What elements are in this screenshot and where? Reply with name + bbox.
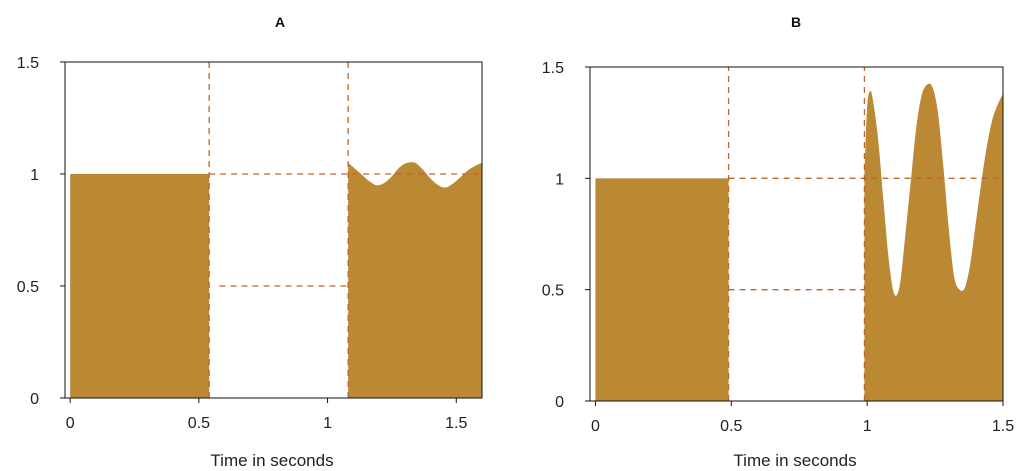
- y-tick-label-a: 0: [30, 391, 39, 408]
- y-tick-label-a: 0.5: [17, 279, 39, 296]
- area-segment-b-1: [595, 178, 729, 401]
- x-axis-label-b: Time in seconds: [733, 451, 856, 470]
- x-tick-label-b: 0: [591, 418, 600, 435]
- plot-frame-b: [589, 66, 1004, 402]
- y-tick-label-b: 0: [555, 394, 564, 411]
- x-tick-label-b: 1: [863, 418, 872, 435]
- chart-panel-b: 0 0.5 1 1.5 0 0.5 1 1.5 B Time in seconds: [542, 14, 1014, 470]
- y-tick-label-b: 0.5: [542, 283, 564, 300]
- y-tick-label-a: 1: [30, 167, 39, 184]
- area-segment-a-2: [348, 162, 482, 398]
- area-segment-b-2: [864, 83, 1003, 401]
- x-tick-label-b: 1.5: [992, 418, 1014, 435]
- panel-title-a: A: [275, 14, 285, 30]
- x-tick-label-a: 1.5: [445, 415, 467, 432]
- x-tick-label-a: 0: [66, 415, 75, 432]
- y-tick-label-b: 1.5: [542, 60, 564, 77]
- x-axis-label-a: Time in seconds: [210, 451, 333, 470]
- chart-panel-a: 0 0.5 1 1.5 0 0.5 1 1.5 A Time in seconds: [17, 14, 483, 470]
- x-tick-label-a: 1: [323, 415, 332, 432]
- x-tick-label-b: 0.5: [720, 418, 742, 435]
- y-tick-label-a: 1.5: [17, 55, 39, 72]
- x-tick-label-a: 0.5: [188, 415, 210, 432]
- plot-frame-a: [64, 61, 483, 399]
- area-segment-a-1: [70, 174, 210, 398]
- y-tick-label-b: 1: [555, 171, 564, 188]
- panel-title-b: B: [791, 14, 801, 30]
